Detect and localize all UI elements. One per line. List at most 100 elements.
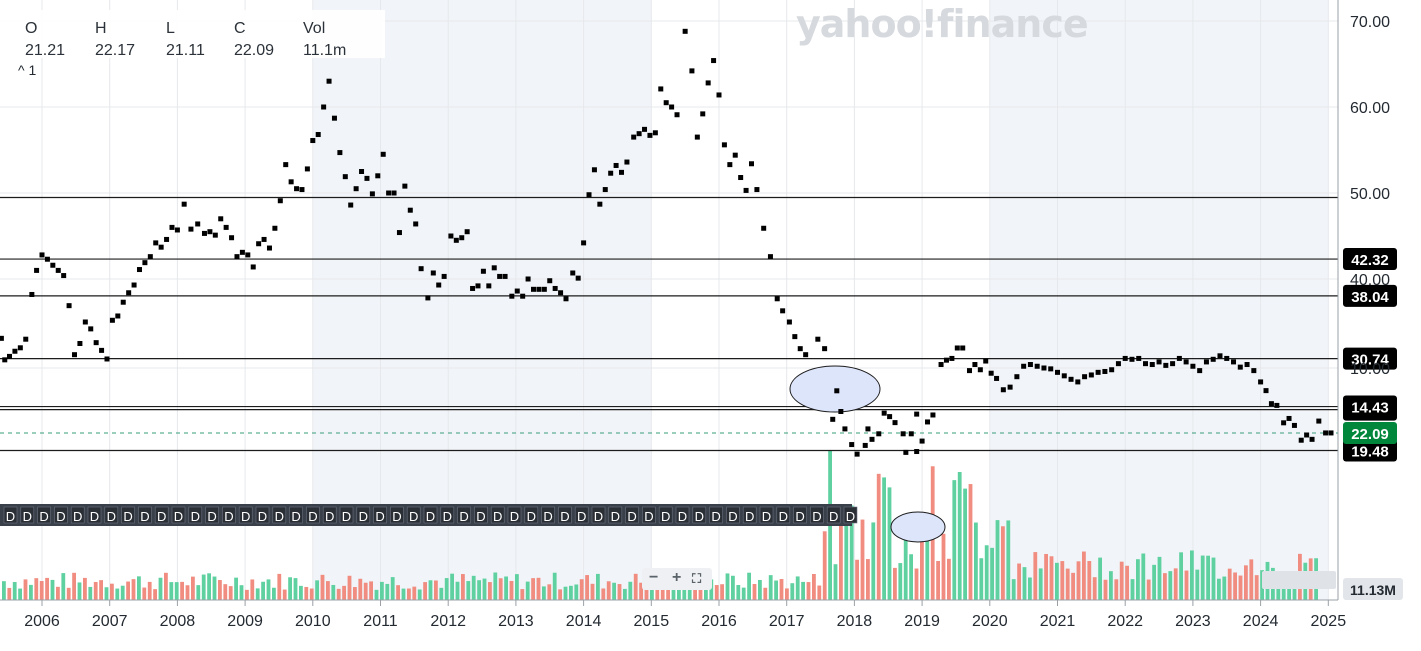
- volume-bar: [293, 578, 298, 600]
- price-point: [674, 112, 680, 118]
- price-point: [475, 283, 481, 289]
- price-point: [591, 167, 597, 173]
- price-point: [531, 286, 537, 292]
- volume-bar: [677, 585, 681, 600]
- volume-bar: [1136, 559, 1140, 600]
- volume-bar: [1038, 568, 1043, 600]
- dividend-box: [507, 506, 522, 524]
- price-point: [337, 150, 343, 156]
- x-tick-label: 2023: [1175, 613, 1211, 630]
- price-point: [1027, 362, 1033, 368]
- volume-bar: [482, 578, 487, 600]
- price-point: [547, 278, 553, 284]
- volume-bar: [1125, 565, 1129, 600]
- volume-bars: [2, 450, 1318, 600]
- volume-bar: [714, 585, 719, 600]
- volume-bar: [434, 580, 438, 600]
- dividend-marker: D: [39, 509, 48, 524]
- volume-bar: [1238, 575, 1243, 600]
- x-tick-label: 2012: [430, 613, 466, 630]
- price-point: [754, 187, 760, 193]
- dividend-marker: D: [846, 509, 855, 524]
- volume-bar: [639, 582, 643, 600]
- price-point: [55, 267, 61, 273]
- volume-bar: [353, 587, 357, 600]
- price-point: [136, 267, 142, 273]
- volume-bar: [88, 586, 93, 600]
- zoom-out-button[interactable]: −: [649, 569, 659, 586]
- price-point: [315, 132, 321, 138]
- volume-bar: [876, 473, 881, 600]
- price-point: [245, 252, 251, 258]
- price-point: [470, 285, 476, 291]
- zoom-in-button[interactable]: +: [672, 569, 682, 586]
- dividend-box: [272, 506, 287, 524]
- volume-value: 11.1m: [303, 42, 347, 59]
- volume-bar: [342, 585, 346, 600]
- fullscreen-icon[interactable]: ⛶: [692, 571, 702, 586]
- price-point: [581, 240, 587, 246]
- price-point: [558, 290, 564, 296]
- collapse-toggle[interactable]: ^ 1: [18, 62, 37, 78]
- volume-bar: [1141, 553, 1146, 600]
- volume-bar: [558, 589, 562, 600]
- volume-bar: [158, 577, 163, 600]
- price-point: [1163, 362, 1169, 368]
- price-point: [1190, 363, 1196, 369]
- dividend-marker: D: [543, 509, 552, 524]
- price-point: [1129, 356, 1135, 362]
- price-point: [44, 256, 50, 262]
- price-point: [223, 224, 229, 230]
- volume-bar: [439, 587, 444, 600]
- price-point: [1115, 361, 1121, 367]
- price-point: [441, 273, 447, 279]
- price-point: [1197, 368, 1203, 374]
- price-point: [1258, 379, 1264, 385]
- volume-bar: [347, 575, 352, 600]
- volume-bar: [536, 577, 541, 600]
- price-point: [464, 229, 470, 235]
- volume-bar: [455, 581, 460, 600]
- dividend-marker: D: [762, 509, 771, 524]
- volume-bar: [1168, 571, 1173, 600]
- price-markers: [0, 28, 1334, 457]
- volume-bar: [698, 588, 703, 600]
- price-point: [862, 442, 868, 448]
- price-point: [1156, 359, 1162, 365]
- price-point: [1149, 362, 1155, 368]
- volume-bar: [331, 584, 336, 600]
- x-tick-label: 2011: [363, 613, 398, 630]
- price-point: [480, 268, 486, 274]
- price-point: [218, 216, 224, 222]
- price-point: [705, 80, 711, 86]
- volume-bar: [601, 588, 606, 600]
- price-point: [608, 170, 614, 176]
- price-point: [536, 286, 542, 292]
- volume-bar: [1233, 572, 1237, 600]
- volume-bar: [882, 477, 886, 600]
- y-tick-label: 50.00: [1350, 186, 1390, 203]
- volume-bar: [596, 573, 600, 600]
- volume-bar: [320, 574, 325, 600]
- volume-bar: [801, 581, 805, 600]
- price-point: [652, 130, 658, 136]
- price-point: [854, 451, 860, 457]
- volume-bar: [709, 579, 714, 600]
- volume-bar: [849, 505, 854, 600]
- price-point: [158, 244, 164, 250]
- price-point: [1323, 430, 1329, 436]
- x-tick-label: 2008: [160, 613, 196, 630]
- price-point: [972, 362, 978, 368]
- price-point: [486, 283, 492, 289]
- range-scroll-handle[interactable]: [1262, 571, 1336, 589]
- volume-bar: [1227, 568, 1232, 600]
- price-point: [359, 169, 365, 174]
- volume-bar: [822, 531, 827, 600]
- volume-bar: [839, 516, 843, 600]
- price-point: [1088, 372, 1094, 378]
- price-point: [88, 326, 94, 332]
- volume-bar: [450, 573, 454, 600]
- dividend-marker: D: [409, 509, 418, 524]
- volume-bar: [309, 588, 314, 600]
